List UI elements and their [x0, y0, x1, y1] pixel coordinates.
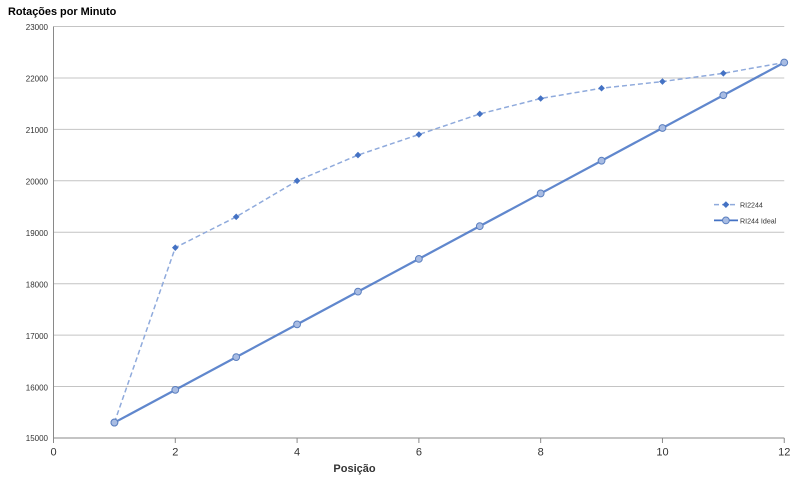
svg-text:21000: 21000 [26, 126, 49, 135]
svg-text:Posição: Posição [333, 463, 375, 475]
svg-text:4: 4 [294, 447, 300, 459]
svg-text:15000: 15000 [26, 434, 49, 443]
svg-text:RI2244: RI2244 [740, 202, 763, 210]
svg-text:0: 0 [50, 447, 56, 459]
svg-text:22000: 22000 [26, 75, 49, 84]
svg-text:20000: 20000 [26, 178, 49, 187]
svg-text:8: 8 [538, 447, 544, 459]
svg-text:12: 12 [778, 447, 790, 459]
svg-text:10: 10 [656, 447, 668, 459]
svg-text:6: 6 [416, 447, 422, 459]
svg-text:17000: 17000 [26, 332, 49, 341]
svg-text:16000: 16000 [26, 384, 49, 393]
svg-text:23000: 23000 [26, 23, 49, 32]
svg-text:18000: 18000 [26, 281, 49, 290]
svg-text:RI244 Ideal: RI244 Ideal [740, 217, 777, 225]
svg-text:2: 2 [172, 447, 178, 459]
svg-text:19000: 19000 [26, 229, 49, 238]
